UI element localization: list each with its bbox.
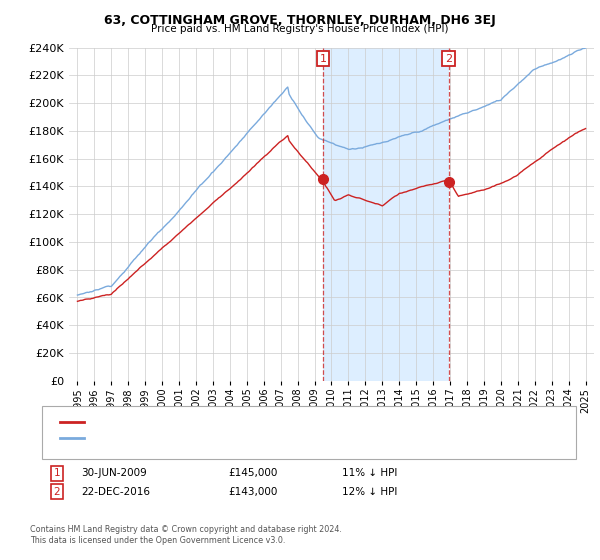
Text: 2: 2 — [445, 54, 452, 64]
Text: 30-JUN-2009: 30-JUN-2009 — [81, 468, 147, 478]
Text: 63, COTTINGHAM GROVE, THORNLEY, DURHAM, DH6 3EJ (detached house): 63, COTTINGHAM GROVE, THORNLEY, DURHAM, … — [90, 417, 445, 426]
Text: Contains HM Land Registry data © Crown copyright and database right 2024.
This d: Contains HM Land Registry data © Crown c… — [30, 525, 342, 545]
Text: 1: 1 — [53, 468, 61, 478]
Text: 1: 1 — [320, 54, 326, 64]
Text: 12% ↓ HPI: 12% ↓ HPI — [342, 487, 397, 497]
Text: £143,000: £143,000 — [228, 487, 277, 497]
Bar — [323, 48, 449, 381]
Text: £145,000: £145,000 — [228, 468, 277, 478]
Text: 22-DEC-2016: 22-DEC-2016 — [81, 487, 150, 497]
Text: 11% ↓ HPI: 11% ↓ HPI — [342, 468, 397, 478]
Text: Price paid vs. HM Land Registry's House Price Index (HPI): Price paid vs. HM Land Registry's House … — [151, 24, 449, 34]
Text: 63, COTTINGHAM GROVE, THORNLEY, DURHAM, DH6 3EJ: 63, COTTINGHAM GROVE, THORNLEY, DURHAM, … — [104, 14, 496, 27]
Text: 2: 2 — [53, 487, 61, 497]
Text: HPI: Average price, detached house, County Durham: HPI: Average price, detached house, Coun… — [90, 434, 341, 443]
